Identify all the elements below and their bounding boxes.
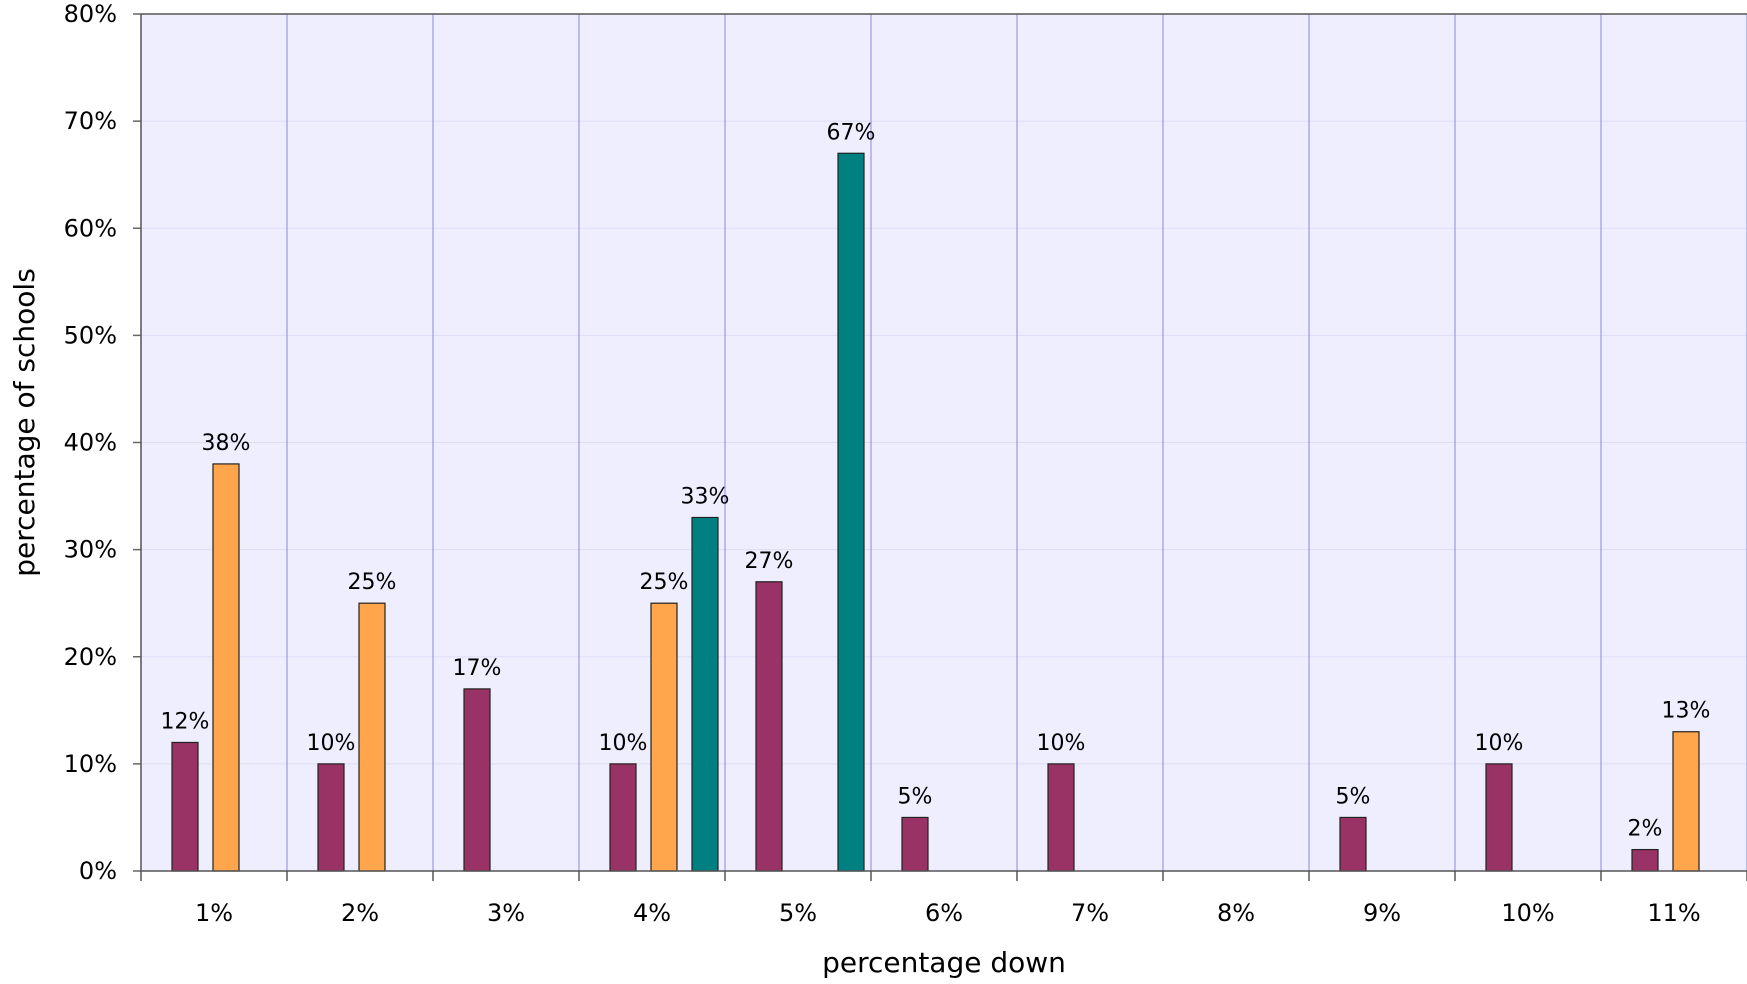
data-label: 25%: [348, 570, 397, 595]
x-tick-label: 6%: [925, 899, 963, 927]
data-label: 10%: [307, 731, 356, 756]
data-label: 17%: [453, 656, 502, 681]
x-tick-label: 8%: [1217, 899, 1255, 927]
bars: [171, 152, 1700, 872]
bar: [1672, 731, 1700, 872]
data-label: 10%: [1475, 731, 1524, 756]
bar: [463, 688, 491, 872]
y-tick-label: 0%: [79, 857, 117, 885]
data-label: 33%: [681, 484, 730, 509]
axes: 0% 10% 20% 30% 40% 50% 60% 70% 80% 1% 2% 3% 4% 5% 6% 7%…: [64, 0, 1747, 927]
data-label: 67%: [827, 120, 876, 145]
x-tick-label: 4%: [633, 899, 671, 927]
data-label: 5%: [898, 784, 933, 809]
y-tick-label: 10%: [64, 750, 117, 778]
y-tick-label: 80%: [64, 0, 117, 28]
x-tick-label: 11%: [1647, 899, 1700, 927]
x-tick-label: 9%: [1363, 899, 1401, 927]
y-tick-label: 30%: [64, 536, 117, 564]
data-label: 13%: [1662, 699, 1711, 724]
x-tick-label: 7%: [1071, 899, 1109, 927]
x-tick-label: 2%: [341, 899, 379, 927]
y-tick-label: 70%: [64, 107, 117, 135]
bar: [691, 516, 719, 872]
data-label: 10%: [599, 731, 648, 756]
bar: [212, 463, 240, 872]
x-tick-label: 5%: [779, 899, 817, 927]
data-label: 38%: [202, 431, 251, 456]
bar: [837, 152, 865, 872]
bar: [1631, 848, 1659, 872]
bar: [1047, 763, 1075, 872]
bar: [755, 581, 783, 872]
x-tick-label: 3%: [487, 899, 525, 927]
bar: [650, 602, 678, 872]
y-axis-title: percentage of schools: [8, 268, 41, 577]
bar: [171, 741, 199, 872]
bar: [317, 763, 345, 872]
data-label: 27%: [745, 549, 794, 574]
y-tick-label: 50%: [64, 321, 117, 349]
bar: [1485, 763, 1513, 872]
y-tick-label: 20%: [64, 643, 117, 671]
data-label: 2%: [1628, 817, 1663, 842]
y-tick-label: 40%: [64, 429, 117, 457]
data-label: 12%: [161, 709, 210, 734]
data-labels: 12% 10% 17% 10% 27% 5% 10% 5% 10% 2% 38% 25% 25% 13% 3…: [161, 120, 1711, 841]
x-tick-label: 1%: [195, 899, 233, 927]
data-label: 10%: [1037, 731, 1086, 756]
bar: [901, 816, 929, 872]
x-axis-title: percentage down: [822, 946, 1066, 979]
y-tick-label: 60%: [64, 214, 117, 242]
data-label: 25%: [640, 570, 689, 595]
x-tick-label: 10%: [1501, 899, 1554, 927]
bar: [609, 763, 637, 872]
bar: [358, 602, 386, 872]
data-label: 5%: [1336, 784, 1371, 809]
bar: [1339, 816, 1367, 872]
